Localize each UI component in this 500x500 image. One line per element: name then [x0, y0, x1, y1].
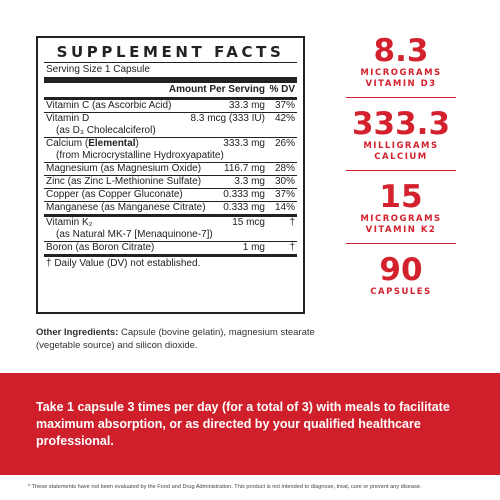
divider: [44, 241, 297, 242]
nutrient-amount: 1 mg: [242, 242, 265, 253]
nutrient-amount: 116.7 mg: [224, 163, 265, 174]
facts-row-vitamin-k2: Vitamin K₂ 15 mcg † (as Natural MK-7 [Me…: [44, 217, 297, 241]
divider: [44, 175, 297, 176]
divider: [44, 62, 297, 63]
facts-row-copper: Copper (as Copper Gluconate) 0.333 mg 37…: [44, 189, 297, 201]
header-dv: % DV: [269, 84, 295, 95]
nutrient-amount: 15 mcg: [232, 217, 265, 228]
nutrient-dv: 30%: [274, 176, 295, 187]
directions-text: Take 1 capsule 3 times per day (for a to…: [36, 400, 450, 448]
stat-label-line1: CAPSULES: [370, 287, 432, 297]
facts-row-magnesium: Magnesium (as Magnesium Oxide) 116.7 mg …: [44, 163, 297, 175]
nutrient-amount: 0.333 mg: [223, 189, 265, 200]
facts-row-vitamin-d: Vitamin D 8.3 mcg (333 IU) 42% (as D₃ Ch…: [44, 113, 297, 137]
stat-vitamin-d3: 8.3 MICROGRAMS VITAMIN D3: [320, 34, 482, 90]
nutrient-amount: 33.3 mg: [228, 100, 265, 111]
facts-row-manganese: Manganese (as Manganese Citrate) 0.333 m…: [44, 202, 297, 214]
nutrient-dv: 14%: [274, 202, 295, 213]
nutrient-source: (from Microcrystalline Hydroxyapatite): [56, 150, 224, 161]
divider: [44, 188, 297, 189]
nutrient-amount: 333.3 mg: [223, 138, 265, 149]
nutrient-name: Manganese (as Manganese Citrate): [46, 202, 206, 213]
nutrient-dv: †: [289, 242, 295, 253]
facts-row-boron: Boron (as Boron Citrate) 1 mg †: [44, 242, 297, 254]
nutrient-source: (as D₃ Cholecalciferol): [56, 125, 156, 136]
nutrient-name: Magnesium (as Magnesium Oxide): [46, 163, 202, 174]
stat-vitamin-k2: 15 MICROGRAMS VITAMIN K2: [320, 180, 482, 236]
stat-number: 333.3: [351, 106, 451, 142]
stat-label-line2: VITAMIN D3: [365, 79, 437, 89]
nutrient-name: Calcium (Elemental): [46, 138, 139, 149]
stat-divider: [346, 97, 456, 98]
divider: [44, 112, 297, 113]
dv-footnote: † Daily Value (DV) not established.: [46, 258, 201, 269]
stat-number: 15: [379, 179, 423, 215]
stat-label-line2: CALCIUM: [374, 152, 428, 162]
fda-disclaimer: * These statements have not been evaluat…: [0, 475, 500, 500]
divider: [44, 201, 297, 202]
divider-mid: [44, 254, 297, 257]
nutrient-name: Vitamin K₂: [46, 217, 93, 228]
nutrient-dv: 37%: [274, 100, 295, 111]
divider-mid: [44, 214, 297, 217]
other-ingredients: Other Ingredients: Capsule (bovine gelat…: [36, 326, 326, 352]
nutrient-source: (as Natural MK-7 [Menaquinone-7]): [56, 229, 213, 240]
nutrient-name: Vitamin C (as Ascorbic Acid): [46, 100, 172, 111]
facts-row-calcium: Calcium (Elemental) 333.3 mg 26% (from M…: [44, 138, 297, 162]
nutrient-amount: 0.333 mg: [223, 202, 265, 213]
nutrient-name: Vitamin D: [46, 113, 90, 124]
serving-size: Serving Size 1 Capsule: [46, 64, 150, 75]
nutrient-dv: 37%: [274, 189, 295, 200]
facts-title: SUPPLEMENT FACTS: [56, 43, 285, 61]
stat-calcium: 333.3 MILLIGRAMS CALCIUM: [320, 107, 482, 163]
nutrient-dv: †: [289, 217, 295, 228]
nutrient-name: Zinc (as Zinc L-Methionine Sulfate): [46, 176, 202, 187]
other-ingredients-label: Other Ingredients:: [36, 327, 119, 338]
supplement-facts-panel: SUPPLEMENT FACTS Serving Size 1 Capsule …: [36, 36, 305, 314]
divider-mid: [44, 97, 297, 100]
stat-number: 90: [379, 252, 423, 288]
nutrient-dv: 26%: [274, 138, 295, 149]
nutrient-name: Boron (as Boron Citrate): [46, 242, 155, 253]
divider: [44, 137, 297, 138]
stat-number: 8.3: [373, 33, 429, 69]
facts-row-vitamin-c: Vitamin C (as Ascorbic Acid) 33.3 mg 37%: [44, 100, 297, 112]
stat-capsules: 90 CAPSULES: [320, 253, 482, 298]
highlight-stats: 8.3 MICROGRAMS VITAMIN D3 333.3 MILLIGRA…: [320, 34, 482, 298]
stat-label-line1: MILLIGRAMS: [363, 141, 439, 151]
nutrient-name: Copper (as Copper Gluconate): [46, 189, 183, 200]
stat-label-line2: VITAMIN K2: [365, 225, 437, 235]
nutrient-dv: 42%: [274, 113, 295, 124]
stat-label-line1: MICROGRAMS: [360, 68, 442, 78]
nutrient-amount: 8.3 mcg (333 IU): [190, 113, 265, 124]
other-ingredients-text: Capsule (bovine gelatin), magnesium stea…: [36, 327, 315, 351]
facts-header-row: Amount Per Serving % DV: [44, 83, 297, 97]
facts-row-zinc: Zinc (as Zinc L-Methionine Sulfate) 3.3 …: [44, 176, 297, 188]
stat-divider: [346, 243, 456, 244]
nutrient-dv: 28%: [274, 163, 295, 174]
divider: [44, 162, 297, 163]
stat-label-line1: MICROGRAMS: [360, 214, 442, 224]
stat-divider: [346, 170, 456, 171]
directions-banner: Take 1 capsule 3 times per day (for a to…: [0, 373, 500, 475]
nutrient-amount: 3.3 mg: [234, 176, 265, 187]
header-amount: Amount Per Serving: [168, 84, 265, 95]
divider-thick: [44, 77, 297, 83]
